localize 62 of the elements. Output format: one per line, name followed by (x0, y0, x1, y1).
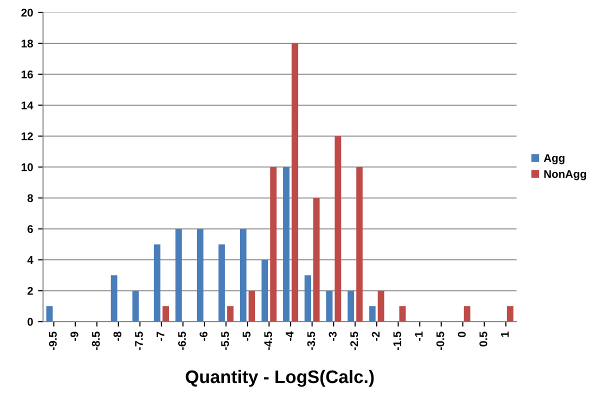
y-tick-label: 8 (28, 194, 33, 202)
bar (110, 275, 118, 322)
x-tick-label: -6 (200, 332, 208, 341)
y-tick-label: 2 (28, 286, 33, 295)
bar (464, 306, 470, 322)
bar (334, 136, 342, 322)
x-tick-label: -9.5 (48, 332, 57, 350)
y-tick-label: 12 (22, 132, 33, 140)
x-tick-label: -0.5 (436, 332, 444, 350)
bar (248, 290, 256, 322)
bar (369, 306, 376, 322)
bar (348, 290, 354, 322)
x-tick-label: 0.5 (479, 332, 488, 346)
bar (326, 290, 333, 322)
x-tick-label: -8.5 (92, 332, 100, 350)
y-tick-label: 4 (27, 256, 34, 264)
x-axis-title: Quantity - LogS(Calc.) (186, 370, 374, 387)
bar (196, 228, 204, 322)
bar (356, 167, 363, 322)
y-tick-label: 14 (22, 102, 34, 110)
x-tick-label: -8 (114, 332, 122, 341)
bar (262, 260, 268, 322)
x-tick-label: -2.5 (350, 332, 358, 350)
x-tick-label: -1.5 (393, 332, 402, 350)
bar (399, 306, 406, 322)
legend-label: NonAgg (544, 170, 586, 180)
y-tick-label: 6 (28, 225, 33, 234)
legend-label: Agg (544, 154, 564, 164)
bar (132, 290, 139, 322)
y-tick-label: 10 (22, 163, 33, 172)
bar (240, 228, 246, 322)
y-tick-label: 16 (22, 70, 33, 78)
bar (154, 244, 160, 322)
bar (46, 306, 53, 322)
x-tick-label: 1 (501, 332, 509, 337)
y-tick-label: 20 (21, 8, 33, 17)
bar (218, 244, 225, 322)
x-tick-label: -5 (242, 332, 251, 341)
bar (292, 43, 298, 322)
y-tick-label: 18 (22, 40, 33, 48)
bar (378, 290, 384, 322)
y-tick-label: 0 (28, 318, 33, 326)
x-tick-label: -6.5 (178, 332, 186, 350)
x-tick-label: -4.5 (264, 332, 272, 350)
x-tick-label: -3 (328, 332, 337, 341)
x-tick-label: -7.5 (135, 332, 143, 350)
bar (175, 228, 182, 322)
bar (270, 167, 277, 322)
x-tick-label: -3.5 (307, 332, 316, 350)
x-tick-label: -2 (372, 332, 380, 341)
x-tick-label: 0 (458, 332, 466, 338)
x-tick-label: -9 (70, 332, 78, 341)
x-tick-label: -7 (156, 332, 164, 341)
bar (313, 198, 320, 322)
bar (227, 306, 234, 322)
x-tick-label: -1 (414, 332, 423, 341)
x-tick-label: -5.5 (221, 332, 229, 350)
bar (162, 306, 169, 322)
bar (283, 167, 290, 322)
bar (304, 275, 312, 322)
bar (506, 306, 514, 322)
x-tick-label: -4 (286, 331, 294, 341)
